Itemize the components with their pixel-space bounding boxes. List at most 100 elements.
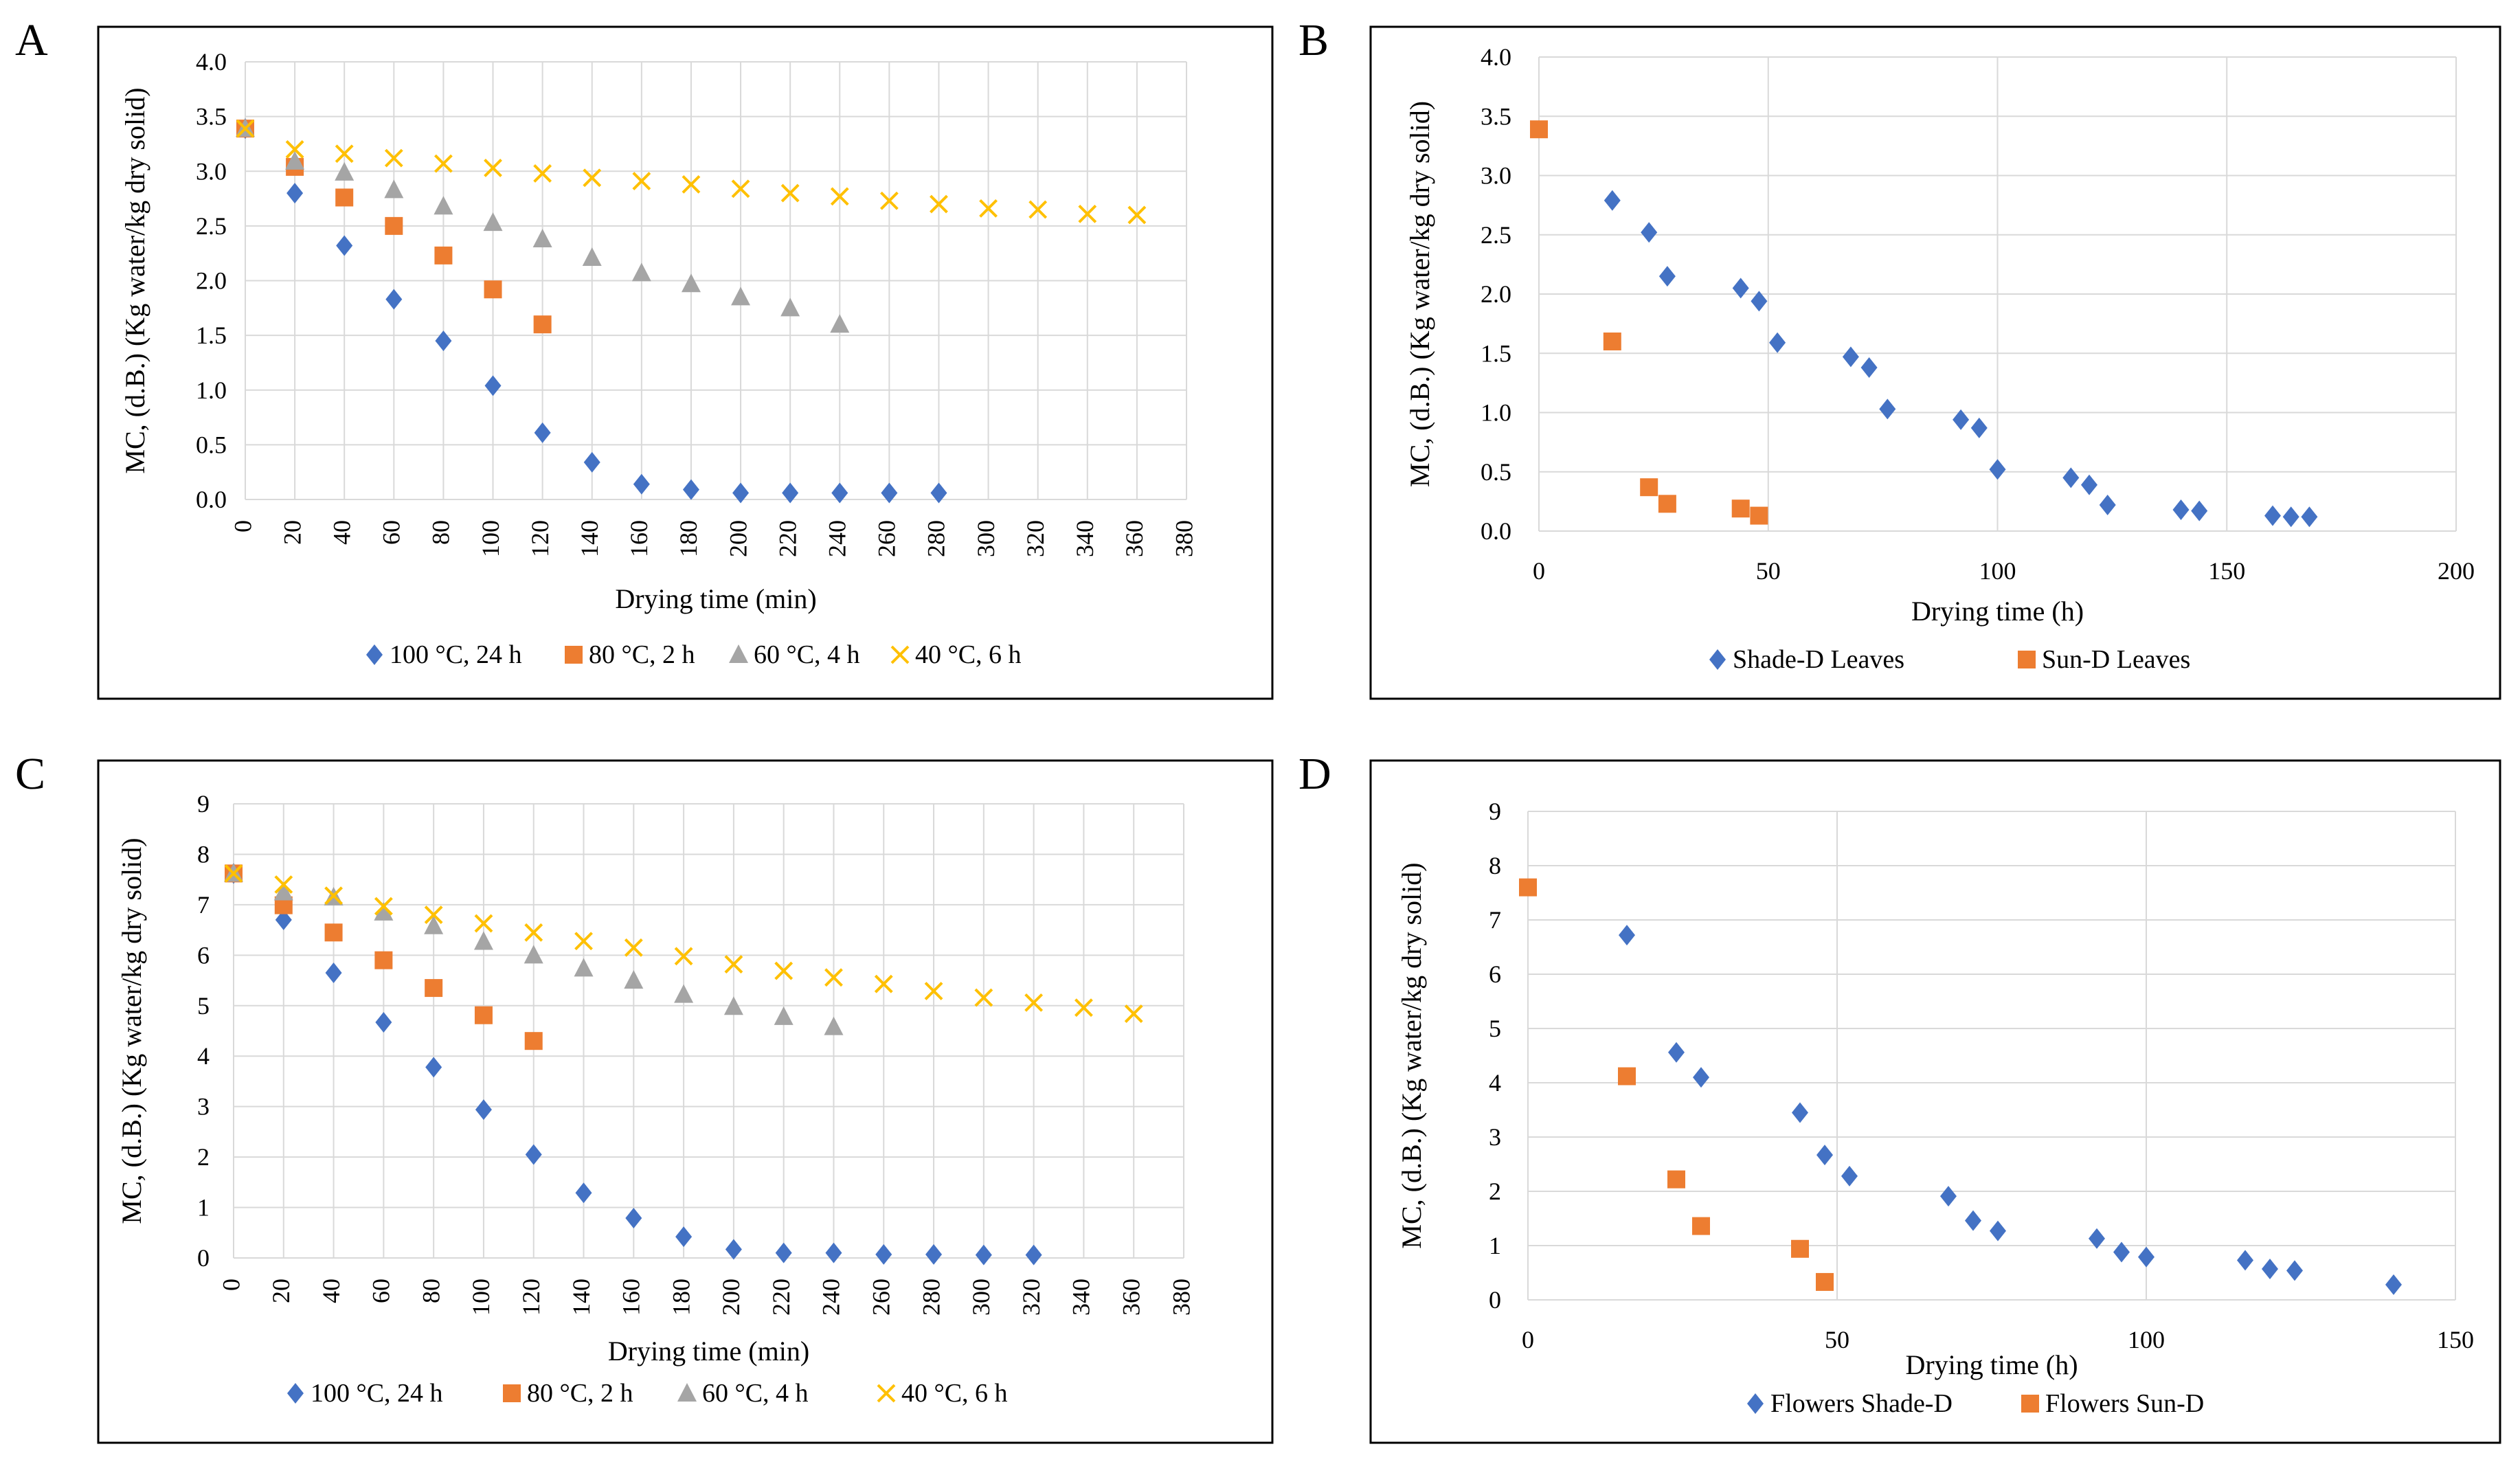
data-point-stroke [1024, 993, 1044, 1012]
panel-label-c: C [15, 749, 45, 799]
y-tick-label: 7 [197, 891, 210, 919]
y-axis-title: MC, (d.B.) (Kg water/kg dry solid) [1396, 862, 1427, 1248]
legend-label: 100 °C, 24 h [311, 1379, 443, 1408]
data-point-stroke [624, 938, 643, 957]
data-point-stroke [574, 932, 593, 951]
data-point-stroke [583, 168, 602, 188]
x-tick-label: 380 [1170, 520, 1197, 557]
data-point [924, 982, 943, 1000]
data-point [782, 482, 799, 504]
data-point [286, 183, 304, 204]
data-point [484, 375, 502, 396]
legend-item: Shade-D Leaves [1709, 645, 1904, 674]
data-point [524, 945, 543, 964]
x-tick-label: 0 [217, 1279, 245, 1291]
data-point [774, 961, 794, 980]
x-tick-label: 20 [267, 1279, 295, 1303]
y-tick-label: 1 [1489, 1232, 1501, 1259]
data-point [434, 196, 453, 215]
data-point [824, 1016, 844, 1035]
data-point-stroke [674, 947, 693, 966]
data-point [2282, 506, 2299, 528]
data-point [674, 947, 693, 966]
data-point [425, 979, 443, 998]
data-point-stroke [1075, 998, 1093, 1017]
y-tick-labels: 0.0 0.5 1.0 1.5 2.0 2.5 3.0 3.5 4.0 [1481, 43, 1511, 545]
data-point [2113, 1241, 2130, 1263]
data-point-stroke [335, 144, 354, 164]
legend-marker [890, 645, 910, 664]
data-point [731, 179, 750, 199]
data-point [979, 199, 998, 218]
x-axis-title: Drying time (min) [615, 583, 816, 614]
gridlines [233, 803, 1184, 1259]
panel-label-d: D [1298, 749, 1331, 799]
legend-item: 40 °C, 6 h [877, 1379, 1008, 1408]
x-axis-title: Drying time (h) [1905, 1349, 2078, 1380]
data-point [285, 139, 304, 159]
legend-item: 60 °C, 4 h [729, 640, 860, 669]
x-tick-label: 140 [576, 520, 603, 557]
y-tick-label: 9 [1489, 798, 1501, 825]
data-point [335, 188, 354, 207]
data-point [483, 212, 503, 232]
x-tick-label: 320 [1022, 520, 1049, 557]
data-point [780, 183, 800, 203]
data-point [533, 315, 552, 334]
data-point [435, 330, 452, 352]
data-marks [1530, 120, 2318, 528]
x-axis-title: Drying time (min) [608, 1336, 809, 1367]
y-tick-label: 1.5 [196, 322, 227, 349]
data-point-stroke [974, 988, 993, 1007]
x-tick-label: 0 [1533, 557, 1545, 585]
legend-marker [565, 646, 583, 664]
data-point [881, 482, 898, 504]
x-tick-label: 300 [967, 1279, 995, 1316]
data-point-stroke [484, 159, 502, 177]
legend-item: Sun-D Leaves [2018, 645, 2190, 674]
data-point [375, 1012, 392, 1033]
data-point [434, 246, 453, 265]
gridlines [1538, 56, 2457, 532]
data-point [1990, 1220, 2006, 1241]
x-tick-label: 120 [526, 520, 554, 557]
y-tick-label: 2.0 [1481, 280, 1511, 308]
data-point [1751, 291, 1768, 312]
data-point [374, 901, 394, 921]
data-point [1989, 459, 2006, 480]
data-point [725, 1239, 742, 1260]
data-point [2138, 1246, 2155, 1268]
data-point-stroke [424, 906, 443, 924]
x-tick-label: 220 [767, 1279, 795, 1316]
x-tick-label: 200 [717, 1279, 745, 1316]
data-point-stroke [780, 183, 800, 203]
data-marks [224, 863, 1143, 1266]
data-point [925, 1244, 943, 1265]
x-tick-label: 180 [675, 520, 702, 557]
data-point [2264, 505, 2281, 526]
legend-marker [503, 1384, 521, 1402]
legend: Shade-D Leaves Sun-D Leaves [1709, 645, 2190, 674]
chart-frame [1369, 25, 2501, 700]
x-tick-label: 40 [328, 520, 355, 545]
data-point [624, 970, 644, 989]
x-tick-label: 150 [2208, 557, 2245, 585]
legend: 100 °C, 24 h 80 °C, 2 h 60 °C, 4 h 40 °C, 6… [366, 640, 1022, 669]
x-tick-labels: 0 20 40 60 80 100 120 140 160 180 200 220 240 260 280 3… [217, 1279, 1195, 1316]
chart-panel-a: 0 20 40 60 80 100 120 140 160 180 200 220 240 260 280 3… [97, 25, 1274, 700]
data-point-stroke [830, 187, 849, 206]
legend-label: 40 °C, 6 h [915, 640, 1022, 669]
data-point [385, 289, 403, 310]
data-point [1879, 398, 1896, 420]
y-tick-label: 2 [197, 1143, 210, 1171]
y-tick-label: 8 [197, 840, 210, 868]
data-point [830, 314, 850, 333]
data-point [675, 1226, 693, 1248]
data-point-stroke [1124, 1004, 1143, 1023]
y-tick-label: 3.0 [1481, 162, 1511, 190]
chart-frame [97, 759, 1274, 1444]
x-tick-label: 200 [724, 520, 752, 557]
data-point [775, 1242, 792, 1263]
y-tick-label: 2 [1489, 1178, 1501, 1205]
